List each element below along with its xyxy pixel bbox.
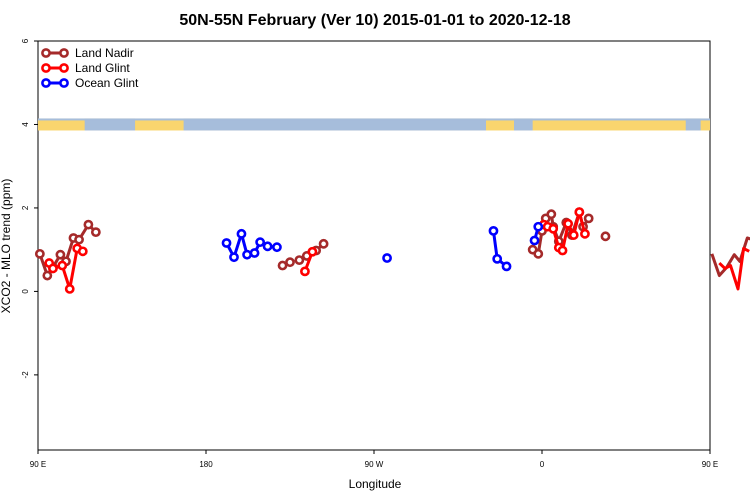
ocean-glint-point <box>492 253 503 264</box>
land-glint-point <box>580 228 590 239</box>
land-glint-line <box>718 246 750 291</box>
y-tick-label: 6 <box>21 38 30 43</box>
land-nadir-point <box>600 231 611 242</box>
ocean-glint-point <box>488 225 499 236</box>
land-glint-point <box>57 260 68 271</box>
land-glint-point <box>307 246 318 257</box>
x-tick-label: 90 E <box>702 460 718 469</box>
land-glint-point <box>300 266 310 277</box>
legend-item-land-glint: Land Glint <box>41 61 130 75</box>
legend-swatch-point <box>59 63 69 73</box>
land-nadir-point <box>285 257 295 268</box>
ocean-glint-point <box>242 249 252 260</box>
legend-swatch-point <box>41 78 51 88</box>
series-ocean-glint <box>221 221 544 272</box>
x-axis: 90 E 180 90 W 0 90 E <box>30 450 718 469</box>
legend-label: Land Glint <box>75 61 130 75</box>
land-nadir-line <box>710 236 750 278</box>
land-nadir-point <box>533 248 544 259</box>
ocean-glint-point <box>533 221 544 232</box>
y-tick-label: -2 <box>21 371 30 379</box>
ocean-glint-point <box>236 228 247 239</box>
ocean-strip-band <box>685 118 701 131</box>
legend-swatch-point <box>41 63 51 73</box>
legend-item-land-nadir: Land Nadir <box>41 46 134 60</box>
series-land-glint <box>44 207 750 294</box>
land-glint-point <box>548 223 559 234</box>
legend-label: Ocean Glint <box>75 76 139 90</box>
land-glint-point <box>77 246 88 257</box>
land-nadir-point <box>74 234 84 245</box>
ocean-strip-edge <box>38 118 710 121</box>
data-series <box>34 207 750 294</box>
y-axis: -2 0 2 4 6 <box>21 38 38 378</box>
y-tick-label: 2 <box>21 205 30 210</box>
chart-title: 50N-55N February (Ver 10) 2015-01-01 to … <box>179 12 570 29</box>
x-tick-label: 90 E <box>30 460 46 469</box>
land-nadir-point <box>546 209 557 220</box>
ocean-glint-point <box>249 248 260 258</box>
ocean-glint-point <box>382 253 392 263</box>
land-nadir-point <box>318 238 329 249</box>
land-nadir-point <box>294 255 305 266</box>
y-tick-label: 0 <box>21 289 30 294</box>
land-glint-point <box>568 230 579 240</box>
x-tick-label: 90 W <box>365 460 384 469</box>
legend-swatch-point <box>59 48 69 58</box>
land-nadir-point <box>583 213 594 224</box>
land-nadir-point <box>34 248 45 259</box>
y-axis-label: XCO2 - MLO trend (ppm) <box>0 179 13 314</box>
ocean-glint-point <box>255 237 266 248</box>
y-tick-label: 4 <box>21 122 30 127</box>
x-axis-label: Longitude <box>349 477 402 491</box>
land-ocean-strip <box>38 118 710 131</box>
land-nadir-point <box>42 270 53 281</box>
ocean-glint-point <box>272 242 282 253</box>
land-glint-point <box>574 207 585 218</box>
land-glint-point <box>557 245 568 256</box>
series-land-nadir <box>34 207 750 281</box>
ocean-glint-point <box>262 241 273 252</box>
legend-item-ocean-glint: Ocean Glint <box>41 76 139 90</box>
x-tick-label: 180 <box>199 460 213 469</box>
land-nadir-point <box>277 260 288 271</box>
land-glint-point <box>48 263 58 274</box>
legend-label: Land Nadir <box>75 46 134 60</box>
land-nadir-point <box>55 249 66 260</box>
land-nadir-point <box>90 227 101 238</box>
ocean-strip-band <box>183 118 486 131</box>
plot-area-frame <box>37 40 711 451</box>
ocean-glint-point <box>501 261 512 272</box>
land-glint-point <box>563 218 574 229</box>
ocean-glint-point <box>229 252 239 263</box>
ocean-glint-point <box>529 235 540 246</box>
ocean-strip-band <box>84 118 136 131</box>
legend-swatch-point <box>41 48 51 58</box>
legend-swatch-point <box>59 78 69 88</box>
ocean-strip-band <box>514 118 533 131</box>
x-tick-label: 0 <box>540 460 545 469</box>
land-glint-point <box>64 284 75 294</box>
ocean-glint-point <box>221 238 232 248</box>
land-nadir-point <box>83 219 94 230</box>
